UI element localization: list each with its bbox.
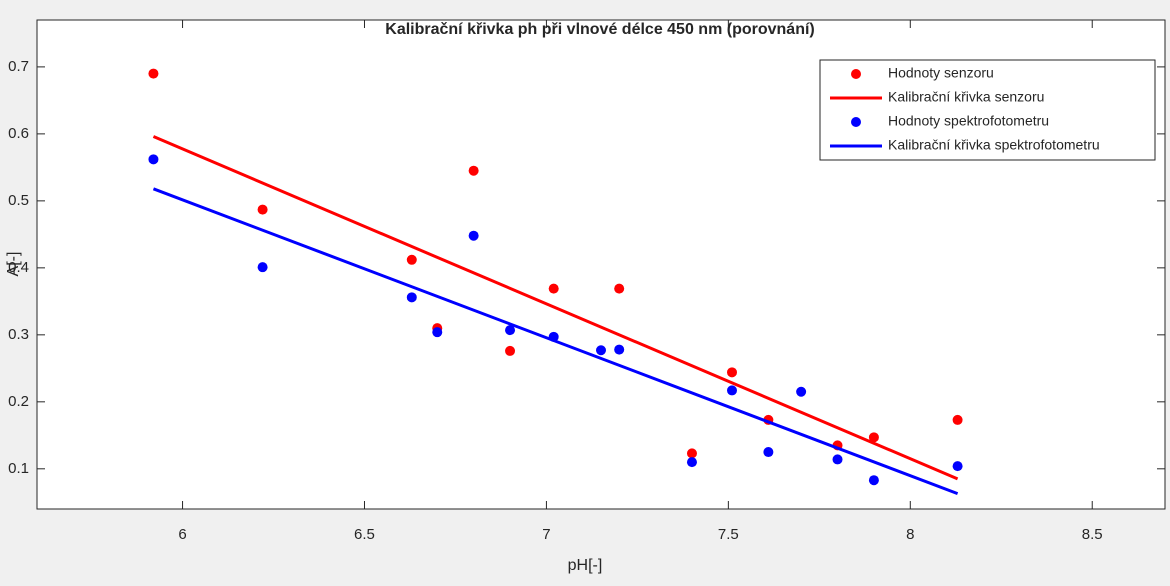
point [686, 448, 697, 459]
chart-title: Kalibrační křivka ph při vlnové délce 45… [385, 21, 814, 38]
x-tick-label: 7 [542, 526, 550, 543]
legend-label: Kalibrační křivka spektrofotometru [888, 137, 1100, 153]
point [614, 283, 625, 294]
point [726, 367, 737, 378]
point [763, 447, 774, 458]
y-tick-label: 0.2 [8, 393, 29, 410]
point [686, 457, 697, 468]
point [548, 283, 559, 294]
point [257, 262, 268, 273]
fit-line [152, 135, 959, 481]
legend-marker [851, 69, 861, 79]
y-tick-label: 0.5 [8, 192, 29, 209]
point [596, 345, 606, 356]
x-axis-label: pH[-] [568, 557, 603, 574]
y-tick-label: 0.7 [8, 58, 29, 75]
point [468, 230, 479, 241]
legend-box [819, 59, 1156, 161]
point [796, 386, 807, 397]
x-tick-label: 8 [906, 526, 914, 543]
point [505, 345, 516, 356]
legend-marker [851, 117, 861, 127]
point [148, 68, 159, 79]
y-tick-label: 0.6 [8, 125, 29, 142]
point [406, 292, 417, 303]
y-axis-label: A[-] [5, 252, 22, 277]
y-tick-label: 0.3 [8, 326, 29, 343]
x-tick-label: 8.5 [1082, 526, 1103, 543]
point [952, 461, 963, 472]
y-tick-label: 0.4 [8, 259, 29, 276]
point [726, 385, 737, 396]
point [406, 254, 417, 265]
point [832, 454, 843, 465]
point [952, 414, 963, 425]
x-tick-label: 6 [178, 526, 186, 543]
point [432, 327, 443, 338]
y-tick-label: 0.1 [8, 460, 29, 477]
point [257, 204, 268, 215]
legend-label: Kalibrační křivka senzoru [888, 89, 1044, 105]
x-tick-label: 6.5 [354, 526, 375, 543]
point [868, 432, 879, 443]
x-tick-label: 7.5 [718, 526, 739, 543]
point [868, 475, 879, 486]
point [614, 344, 625, 355]
fit-line [152, 187, 959, 495]
legend-label: Hodnoty senzoru [888, 65, 994, 81]
point [468, 165, 479, 176]
legend-label: Hodnoty spektrofotometru [888, 113, 1049, 129]
point [148, 154, 159, 165]
point [505, 325, 516, 336]
